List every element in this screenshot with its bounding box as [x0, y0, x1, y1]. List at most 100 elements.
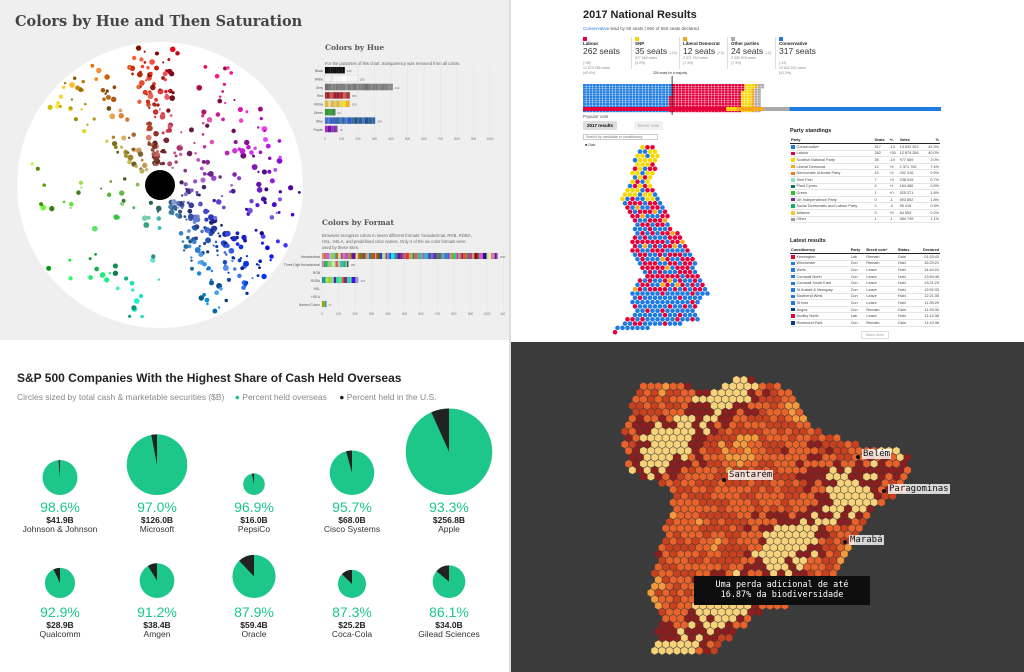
table-row[interactable]: Angus Con Remain Gain 11:33:39: [790, 306, 940, 314]
hex-cell: [810, 524, 819, 533]
table-row[interactable]: Green 1 +0 525 371 1.6%: [790, 189, 940, 197]
seat-cell: [748, 88, 751, 91]
column-header: Constituency: [790, 247, 850, 255]
table-row[interactable]: Alliance 0 +0 64 553 0.2%: [790, 209, 940, 217]
constituency-hex: [655, 213, 660, 219]
table-row[interactable]: Winchester Con Remain Hold 16:29:21: [790, 260, 940, 268]
seat-cell: [672, 88, 675, 91]
hex-cell: [807, 543, 815, 552]
table-row[interactable]: Southend West Con Leave Hold 12:21:35: [790, 293, 940, 301]
constituency-hex: [687, 278, 693, 283]
constituency-hex: [687, 269, 693, 275]
constituency-hex: [657, 252, 663, 258]
seat-cell: [616, 103, 619, 106]
seat-cell: [596, 91, 600, 94]
constituency-hex: [642, 209, 648, 215]
hex-cell: [762, 530, 770, 539]
scatter-point: [68, 258, 72, 262]
hex-cell: [677, 601, 685, 610]
bar-stripe: [482, 253, 487, 259]
bar-stripe: [336, 277, 339, 283]
hex-cell: [654, 446, 662, 456]
constituency-hex: [640, 145, 645, 150]
scatter-point: [177, 206, 180, 209]
hex-cell: [874, 491, 882, 501]
table-row[interactable]: St Austell & Newquay Con Leave Hold 12:52:33: [790, 286, 940, 294]
seat-cell: [662, 86, 666, 89]
bar-stripe: [325, 92, 327, 99]
seat-cell: [658, 88, 662, 91]
table-row[interactable]: Liberal Democrat 12 +4 2 371 762 7.4%: [790, 163, 940, 171]
scatter-point: [205, 237, 212, 244]
table-row[interactable]: Plaid Cymru 4 +1 164 466 0.5%: [790, 183, 940, 191]
hex-cell: [680, 504, 688, 514]
seat-cell: [682, 103, 685, 106]
x-tick-label: 1000: [486, 137, 493, 141]
hex-cell: [651, 594, 659, 604]
table-row[interactable]: Cornwall South East Con Leave Hold 13:21:23: [790, 279, 940, 288]
tab-brexit-vote[interactable]: Brexit vote: [634, 121, 664, 130]
table-row[interactable]: Democratic Unionist Party 10 +2 292 316 0.9%: [790, 169, 940, 178]
hex-cell: [736, 407, 744, 417]
seat-cell: [599, 105, 603, 108]
table-row[interactable]: Scottish National Party 35 -19 977 569 3.0%: [790, 156, 940, 164]
hex-cell: [792, 517, 800, 527]
bar-stripe: [342, 100, 346, 107]
table-row[interactable]: Social Democratic and Labour Party 0 -3 95 …: [790, 202, 940, 211]
hex-cell: [814, 491, 822, 501]
tab-2017-results[interactable]: 2017 results: [583, 121, 618, 130]
table-cell: St Ives: [790, 299, 850, 307]
uk-hex-map[interactable]: [590, 140, 720, 340]
show-more-button[interactable]: Show more: [861, 331, 889, 339]
table-row[interactable]: Kensington Lab Remain Gain 01:33:43: [790, 253, 940, 261]
table-row[interactable]: St Ives Con Leave Hold 11:39:29: [790, 299, 940, 307]
hex-cell: [632, 407, 640, 417]
hex-cell: [744, 407, 752, 417]
table-row[interactable]: Richmond Park Con Remain Gain 11:10:38: [790, 319, 940, 327]
bar-stripe: [338, 277, 343, 283]
table-row[interactable]: Cornwall North Con Leave Hold 13:54:46: [790, 273, 940, 281]
scatter-point: [142, 89, 148, 95]
seat-cell: [695, 88, 699, 91]
constituency-hex: [692, 304, 698, 309]
scatter-point: [201, 121, 205, 125]
scatter-point: [267, 156, 272, 161]
overseas-percent: 96.9%: [234, 499, 274, 515]
table-row[interactable]: Dudley North Lab Leave Hold 11:12:38: [790, 312, 940, 321]
hex-cell: [673, 582, 681, 591]
constituency-hex: [670, 317, 675, 322]
cell-text: 0.3%: [930, 204, 939, 209]
table-row[interactable]: Conservative 317 -13 13 632 922 42.3%: [790, 143, 940, 151]
scatter-point: [106, 192, 112, 198]
constituency-hex: [657, 218, 663, 223]
hex-cell: [721, 549, 729, 559]
constituency-hex: [655, 222, 660, 227]
bar: [324, 83, 393, 91]
constituency-hex: [667, 304, 673, 309]
table-cell: 292 316: [898, 169, 925, 178]
constituency-hex: [635, 256, 640, 262]
table-row[interactable]: UK Independence Party 0 -1 593 852 1.8%: [790, 196, 940, 204]
constituency-search-input[interactable]: [583, 134, 658, 140]
bar-stripe: [348, 92, 350, 99]
table-row[interactable]: Sinn Fein 7 +3 238 915 0.7%: [790, 176, 940, 184]
scatter-point: [127, 159, 132, 165]
cell-text: 1.1%: [930, 217, 939, 222]
scatter-point: [150, 257, 156, 263]
table-row[interactable]: Other 1 -1 364 799 1.1%: [790, 216, 940, 224]
seat-cell: [741, 93, 745, 96]
hex-cell: [680, 620, 688, 630]
hex-cell: [855, 511, 863, 520]
cell-text: +3: [889, 177, 894, 182]
scatter-point: [200, 229, 204, 234]
cell-text: 525 371: [899, 191, 914, 196]
hex-cell: [628, 427, 637, 436]
scatter-point: [80, 186, 83, 189]
hex-cell: [677, 549, 685, 559]
hex-cell: [662, 446, 670, 456]
scatter-point: [153, 156, 160, 162]
table-row[interactable]: Wells Con Leave Hold 14:44:24: [790, 266, 940, 274]
hex-cell: [665, 478, 674, 488]
table-row[interactable]: Labour 262 +30 12 874 284 40.0%: [790, 150, 940, 158]
hex-cell: [773, 536, 781, 546]
